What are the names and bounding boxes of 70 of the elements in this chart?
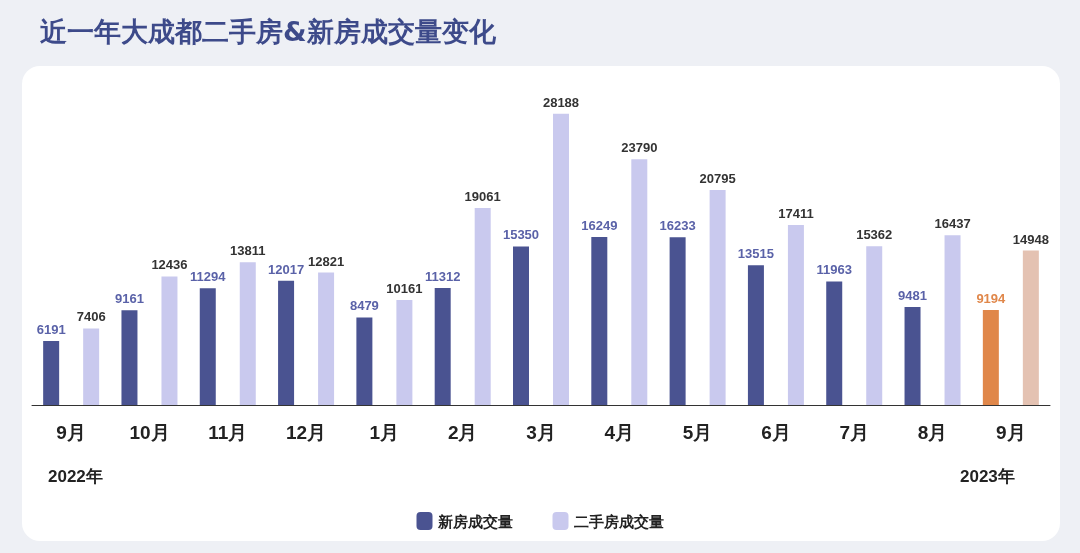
bar	[591, 237, 608, 405]
data-label: 9161	[115, 291, 144, 307]
legend-label: 新房成交量	[436, 512, 513, 530]
bar	[318, 272, 335, 405]
legend-label: 二手房成交量	[573, 512, 664, 530]
bar	[787, 225, 804, 405]
data-label: 6191	[36, 322, 66, 338]
bar	[553, 113, 569, 405]
data-label: 12017	[268, 261, 305, 277]
bar	[866, 246, 883, 405]
data-label: 17411	[778, 206, 814, 222]
data-label: 12436	[151, 257, 188, 273]
data-label: 12821	[308, 253, 345, 269]
x-tick-label: 12月	[286, 422, 327, 443]
bar	[826, 281, 843, 405]
x-tick-label: 9月	[56, 422, 86, 443]
bar	[944, 235, 961, 405]
bar	[278, 280, 295, 405]
bar	[239, 262, 256, 405]
x-tick-label: 1月	[369, 422, 400, 443]
x-tick-label: 8月	[917, 422, 948, 443]
bar	[474, 208, 491, 405]
data-label: 28188	[542, 94, 580, 110]
data-label: 14948	[1012, 231, 1049, 247]
bar	[43, 341, 60, 405]
bar	[904, 307, 921, 405]
data-label: 11294	[190, 269, 227, 285]
bar	[1022, 250, 1039, 405]
chart-title: 近一年大成都二手房&新房成交量变化	[40, 15, 496, 49]
bar	[356, 317, 373, 405]
x-tick-label: 2月	[447, 422, 478, 443]
data-label: 9194	[976, 291, 1007, 306]
x-tick-label: 9月	[996, 422, 1026, 443]
x-tick-label: 11月	[208, 422, 248, 443]
data-label: 13515	[737, 246, 774, 262]
bar	[83, 328, 100, 405]
data-label: 19061	[464, 189, 501, 205]
x-tick-label: 6月	[761, 422, 791, 443]
bar	[161, 276, 178, 405]
data-label: 16233	[659, 218, 696, 234]
data-label: 23790	[621, 140, 658, 156]
data-label: 11312	[424, 269, 461, 285]
bar	[121, 310, 138, 405]
data-label: 10161	[386, 281, 423, 296]
bar	[631, 159, 648, 405]
data-label: 15362	[856, 227, 893, 243]
bar	[199, 288, 216, 405]
text: 2023年	[960, 467, 1015, 486]
text: 2022年	[48, 467, 103, 486]
x-tick-label: 7月	[839, 422, 870, 443]
data-label: 13811	[230, 243, 266, 259]
data-label: 8479	[349, 298, 379, 314]
bar	[434, 288, 451, 405]
data-label: 20795	[699, 171, 736, 187]
bar	[982, 310, 999, 405]
data-label: 9481	[898, 288, 927, 304]
bar	[747, 265, 764, 405]
bar	[396, 300, 413, 405]
data-label: 16249	[581, 218, 618, 234]
x-tick-label: 10月	[129, 422, 170, 443]
x-tick-label: 4月	[604, 422, 635, 443]
x-tick-label: 3月	[526, 422, 556, 443]
bar	[709, 190, 726, 405]
data-label: 15350	[502, 227, 540, 243]
x-tick-label: 5月	[682, 422, 713, 443]
bar	[513, 246, 529, 405]
bar	[669, 237, 686, 405]
data-label: 11963	[816, 262, 852, 278]
data-label: 7406	[76, 309, 106, 325]
data-label: 16437	[934, 216, 971, 232]
